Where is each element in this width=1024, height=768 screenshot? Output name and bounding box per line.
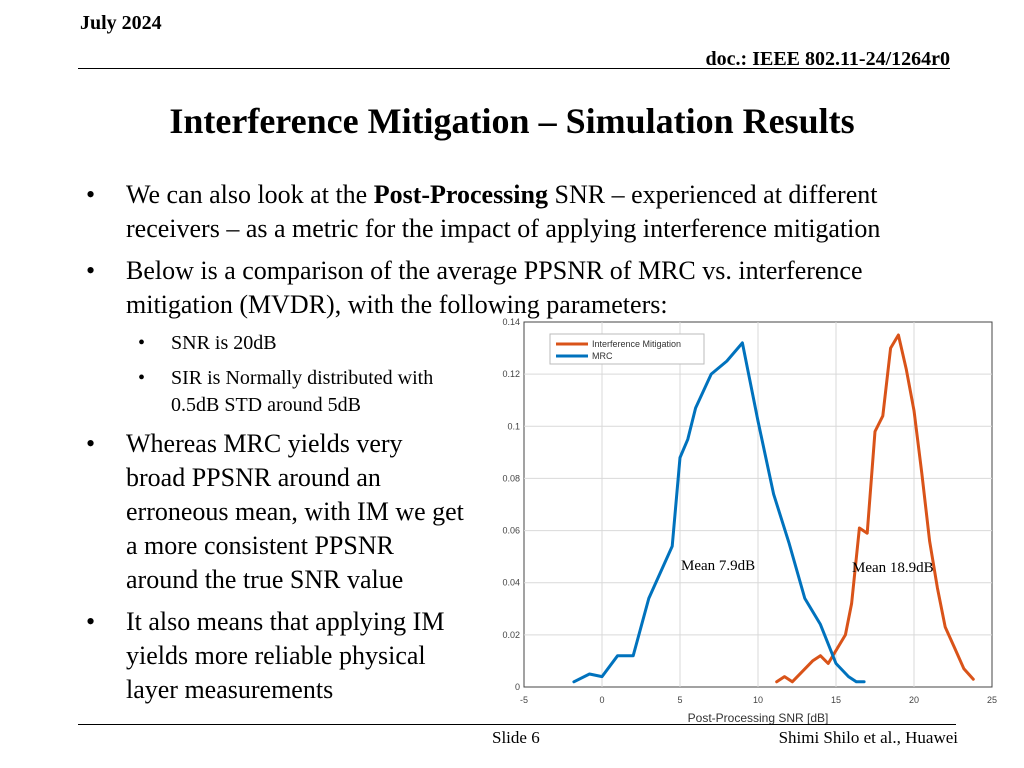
- y-tick-label: 0.12: [502, 369, 520, 379]
- y-tick-label: 0.02: [502, 630, 520, 640]
- y-tick-label: 0.1: [507, 421, 520, 431]
- sub-bullet-1-text: SNR is 20dB: [171, 332, 277, 354]
- sub-bullet-2-text: SIR is Normally distributed with 0.5dB S…: [171, 367, 434, 416]
- bullet-1: • We can also look at the Post-Processin…: [86, 178, 966, 246]
- header-doc-id: doc.: IEEE 802.11-24/1264r0: [705, 48, 950, 70]
- bullet-dot: •: [86, 429, 96, 458]
- x-axis-label: Post-Processing SNR [dB]: [688, 711, 829, 725]
- x-tick-label: 25: [987, 695, 997, 705]
- sub-bullet-dot: •: [138, 367, 146, 389]
- annotation-mean-im: Mean 18.9dB: [852, 560, 934, 576]
- bullet-2: • Below is a comparison of the average P…: [86, 254, 966, 322]
- grid-layer: [524, 322, 992, 687]
- sub-bullet-2: • SIR is Normally distributed with 0.5dB…: [86, 365, 441, 419]
- x-tick-label: 20: [909, 695, 919, 705]
- bullet-2-text: Below is a comparison of the average PPS…: [126, 256, 863, 319]
- bullet-1-post: SNR – experienced at different receivers…: [126, 180, 881, 243]
- header-rule: [78, 68, 950, 69]
- bullet-4-text: It also means that applying IM yields mo…: [126, 607, 445, 704]
- bullet-1-bold: Post-Processing: [373, 180, 548, 209]
- x-tick-label: 0: [599, 695, 604, 705]
- legend-box: [549, 333, 705, 365]
- slide-title: Interference Mitigation – Simulation Res…: [169, 101, 855, 141]
- header-date: July 2024: [80, 12, 162, 34]
- series-line-mrc: [572, 341, 866, 684]
- legend-label-mrc: MRC: [592, 351, 613, 361]
- y-tick-label: 0.06: [502, 526, 520, 536]
- annotation-mean-mrc: Mean 7.9dB: [681, 558, 755, 574]
- bullet-list: • We can also look at the Post-Processin…: [86, 178, 966, 715]
- x-tick-label: 5: [677, 695, 682, 705]
- bullet-3-text: Whereas MRC yields very broad PPSNR arou…: [126, 429, 464, 594]
- sub-bullet-1: • SNR is 20dB: [86, 330, 571, 357]
- footer-rule: [78, 724, 956, 725]
- chart-container: -5 0 5 10 15 20 25 0 0.02 0.04 0.06 0.08 0.1 0.12 0.14…: [486, 312, 1006, 732]
- x-tick-label: 10: [753, 695, 763, 705]
- footer-authors: Shimi Shilo et al., Huawei: [778, 728, 958, 747]
- bullet-4: • It also means that applying IM yields …: [86, 605, 476, 707]
- pdf-chart: -5 0 5 10 15 20 2500.020.040.060.080.10.120.14…: [502, 317, 997, 725]
- slide-number: Slide 6: [492, 728, 540, 747]
- x-tick-label: 15: [831, 695, 841, 705]
- legend-label-im: Interference Mitigation: [592, 339, 681, 349]
- bullet-dot: •: [86, 256, 96, 285]
- bullet-dot: •: [86, 180, 96, 209]
- series-layer: [572, 333, 975, 684]
- x-tick-label: -5: [520, 695, 528, 705]
- series-line-interference-mitigation: [775, 333, 975, 684]
- y-tick-label: 0.04: [502, 578, 520, 588]
- y-tick-label: 0.08: [502, 473, 520, 483]
- sub-bullet-dot: •: [138, 332, 146, 354]
- bullet-dot: •: [86, 607, 96, 636]
- bullet-1-pre: We can also look at the: [126, 180, 374, 209]
- y-tick-label: 0.14: [502, 317, 520, 327]
- y-tick-label: 0: [515, 682, 520, 692]
- bullet-3: • Whereas MRC yields very broad PPSNR ar…: [86, 427, 466, 597]
- legend: Interference Mitigation MRC: [549, 333, 705, 365]
